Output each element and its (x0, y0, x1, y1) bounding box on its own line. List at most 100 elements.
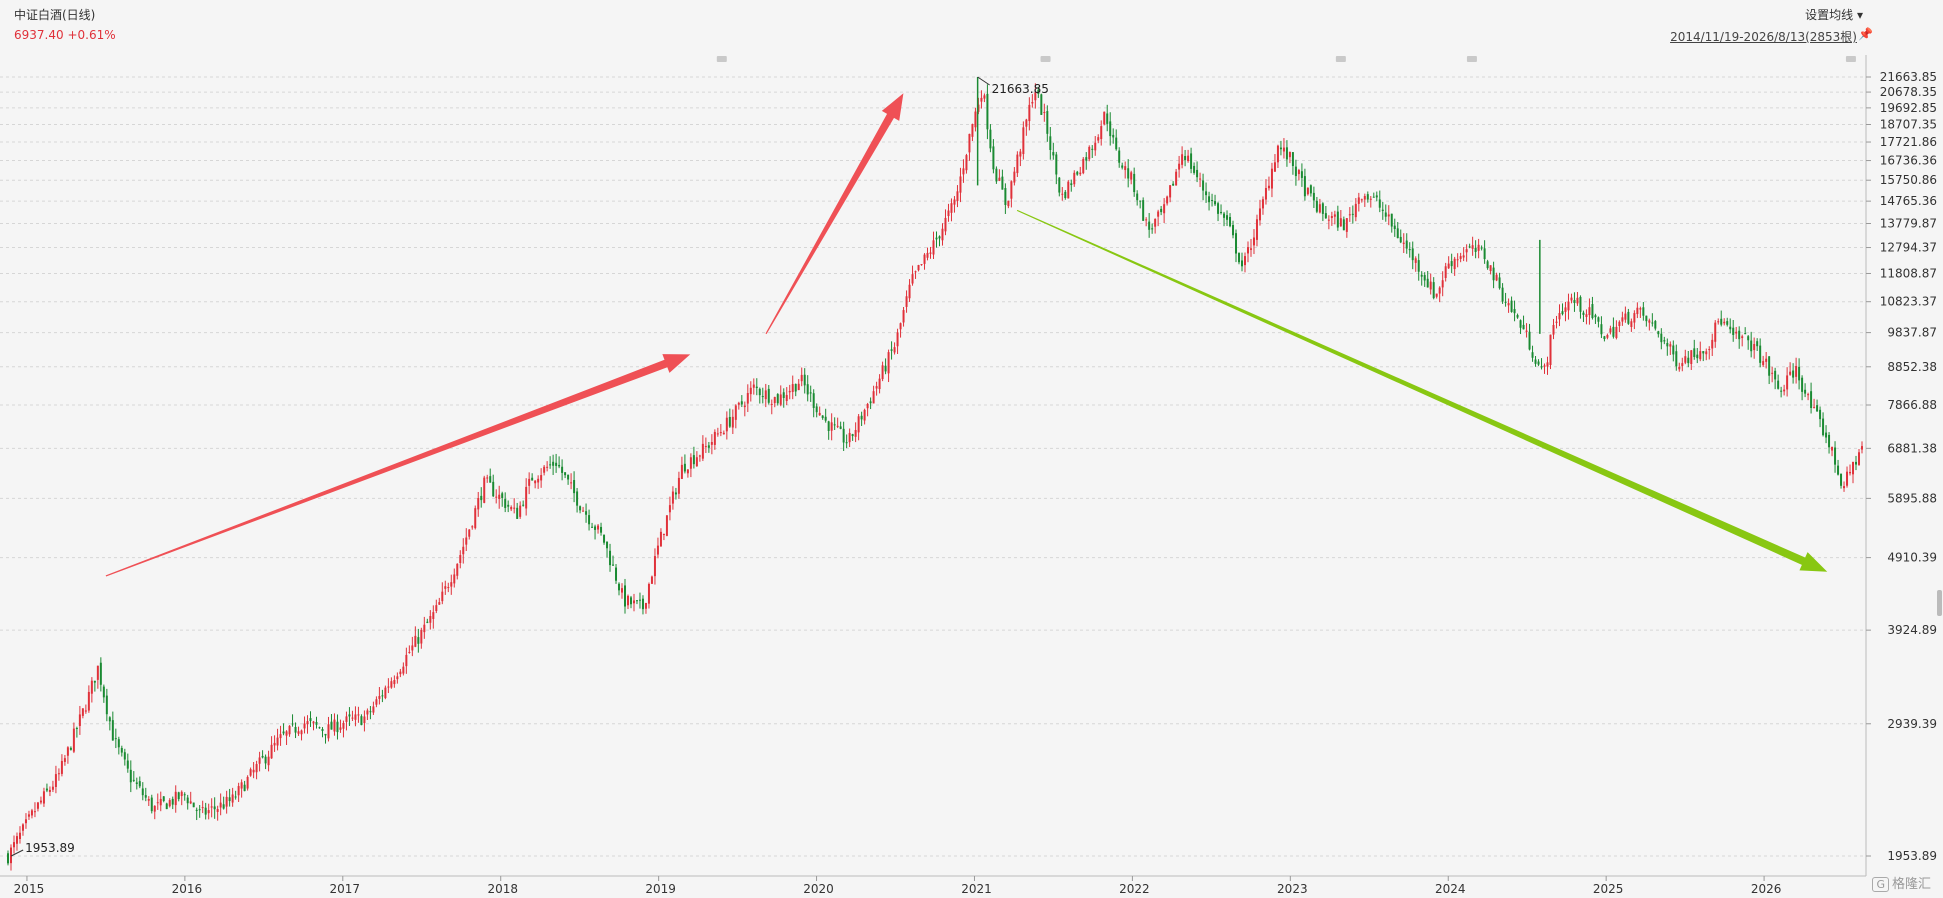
candle-body (396, 676, 399, 680)
candle-body (941, 228, 944, 241)
candle-body (1336, 211, 1339, 228)
candle-body (947, 210, 950, 217)
candle-body (588, 515, 591, 525)
candle-body (1267, 185, 1270, 189)
candle-body (953, 199, 956, 205)
candle-body (213, 806, 216, 810)
candle-body (339, 727, 342, 730)
candle-body (1106, 113, 1109, 124)
set-moving-average-button[interactable]: 设置均线 ▾ (1805, 8, 1863, 22)
candle-body (27, 814, 30, 817)
candle-body (549, 464, 552, 466)
date-range-link[interactable]: 2014/11/19-2026/8/13(2853根) (1670, 30, 1857, 44)
candle-body (231, 794, 234, 803)
candle-body (641, 598, 644, 610)
low-pointer (10, 849, 24, 857)
event-marker (716, 56, 727, 62)
candle-body (591, 526, 594, 528)
candle-body (767, 388, 770, 403)
candle-body (1630, 321, 1633, 327)
chart-scroll-handle[interactable] (1937, 590, 1942, 616)
candle-body (938, 236, 941, 239)
candle-body (1217, 203, 1220, 214)
candle-body (1477, 244, 1480, 251)
candle-body (132, 779, 135, 781)
logo-text: 格隆汇 (1891, 877, 1931, 892)
candle-body (731, 416, 734, 428)
candle-body (1699, 351, 1702, 360)
candle-body (707, 445, 710, 448)
candle-body (1714, 322, 1717, 342)
y-tick-label: 17721.86 (1880, 135, 1937, 149)
candle-body (959, 176, 962, 193)
candle-body (57, 773, 60, 775)
candle-body (1852, 461, 1855, 475)
candle-body (66, 747, 69, 756)
candle-body (75, 728, 78, 730)
candle-body (1816, 405, 1819, 412)
candle-body (872, 391, 875, 404)
candle-body (1666, 342, 1669, 347)
candle-body (309, 718, 312, 722)
candle-body (1486, 261, 1489, 269)
candle-body (216, 809, 219, 812)
candle-body (1600, 324, 1603, 335)
candle-body (1675, 351, 1678, 367)
candle-body (1732, 327, 1735, 335)
candle-body (573, 480, 576, 494)
candle-body (1166, 196, 1169, 204)
x-tick-label: 2017 (330, 882, 361, 896)
candle-body (582, 510, 585, 512)
candle-body (1795, 365, 1798, 377)
candle-body (87, 691, 90, 711)
candle-body (510, 507, 513, 510)
candle-body (1420, 274, 1423, 277)
candle-body (228, 797, 231, 802)
candle-body (914, 271, 917, 273)
candle-body (842, 428, 845, 443)
candle-body (30, 810, 33, 816)
candle-body (1663, 340, 1666, 342)
candle-body (770, 403, 773, 405)
candle-body (1351, 213, 1354, 215)
candle-body (579, 506, 582, 511)
y-tick-label: 12794.37 (1880, 241, 1937, 255)
candle-body (465, 537, 468, 545)
candle-body (1321, 203, 1324, 214)
candle-body (1264, 188, 1267, 200)
candle-body (1423, 275, 1426, 281)
y-tick-label: 9837.87 (1887, 326, 1937, 340)
candle-body (815, 406, 818, 413)
candle-body (1543, 365, 1546, 367)
candle-body (1076, 171, 1079, 175)
candle-body (818, 412, 821, 416)
candle-body (1426, 278, 1429, 288)
candle-body (168, 800, 171, 807)
candle-body (1342, 219, 1345, 231)
candle-body (1010, 181, 1013, 199)
candle-body (1297, 169, 1300, 175)
y-tick-label: 4910.39 (1887, 551, 1937, 565)
candle-body (686, 469, 689, 474)
candle-body (1438, 287, 1441, 294)
candle-body (1549, 334, 1552, 366)
candle-body (866, 403, 869, 409)
candle-body (1387, 214, 1390, 217)
candle-body (1238, 253, 1241, 263)
candle-body (1702, 351, 1705, 354)
candle-body (1810, 391, 1813, 408)
candle-body (273, 742, 276, 746)
candle-body (662, 533, 665, 535)
candle-body (1708, 349, 1711, 351)
candle-body (1684, 356, 1687, 363)
pin-icon[interactable]: 📌 (1858, 27, 1873, 41)
candle-body (1429, 281, 1432, 290)
candle-body (192, 802, 195, 808)
candle-body (1345, 218, 1348, 232)
candle-body (743, 405, 746, 408)
candle-body (1786, 375, 1789, 390)
candle-body (1861, 446, 1863, 450)
candle-body (420, 630, 423, 644)
candle-body (1552, 324, 1555, 335)
